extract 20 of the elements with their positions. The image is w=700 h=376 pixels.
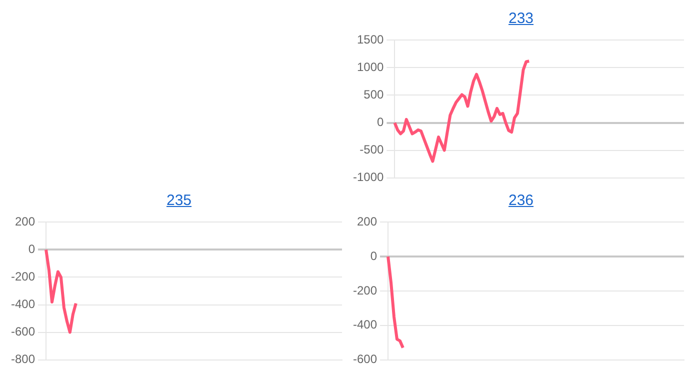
y-tick-label: 500: [364, 88, 384, 102]
chart-title: 235: [166, 192, 192, 209]
y-tick-label: -1000: [352, 170, 384, 184]
y-tick-label: -600: [352, 352, 378, 366]
y-tick-label: 200: [356, 214, 378, 229]
y-tick-label: 200: [14, 214, 36, 229]
y-tick-label: -400: [10, 297, 36, 312]
y-tick-label: -800: [10, 352, 36, 366]
y-tick-label: 0: [370, 248, 378, 263]
y-tick-label: -500: [360, 142, 384, 157]
y-tick-label: -600: [10, 324, 36, 339]
y-tick-label: 1500: [356, 32, 384, 47]
y-tick-label: 1000: [356, 60, 384, 74]
y-tick-label: -200: [10, 270, 36, 284]
chart-title: 233: [508, 10, 534, 27]
chart-title: 236: [508, 192, 534, 209]
y-tick-label: 0: [377, 115, 384, 130]
y-tick-label: -400: [352, 318, 378, 332]
y-tick-label: -200: [352, 283, 378, 298]
y-tick-label: 0: [28, 242, 36, 256]
